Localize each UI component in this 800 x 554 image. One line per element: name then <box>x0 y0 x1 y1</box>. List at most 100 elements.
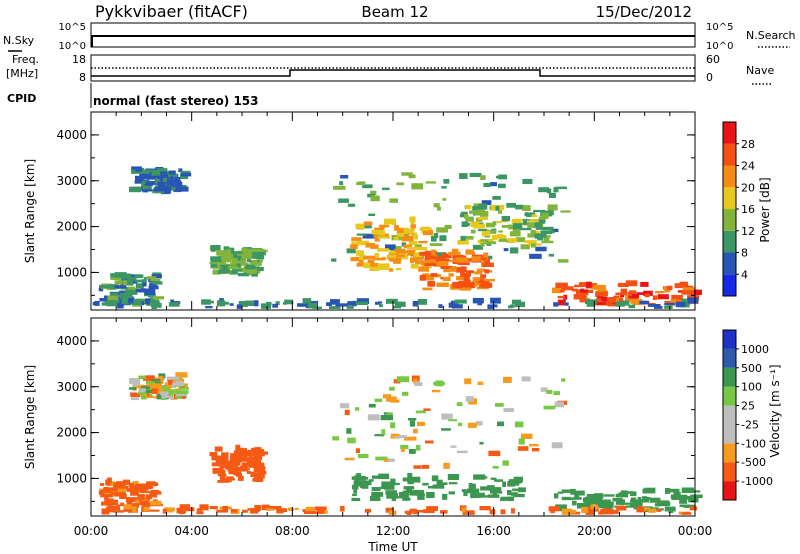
power-cell <box>410 263 419 269</box>
velocity-cell <box>145 502 151 507</box>
velocity-cell <box>681 487 694 493</box>
power-cell <box>620 293 625 298</box>
velocity-cell <box>257 470 267 475</box>
velocity-cell <box>487 494 500 498</box>
velocity-cell <box>149 509 160 512</box>
velocity-panel: 1000 2000 3000 4000 Slant Range [km] 1000 50… <box>23 317 782 517</box>
velocity-cell <box>224 479 232 483</box>
nave-label: Nave <box>746 64 774 77</box>
power-cell <box>356 233 367 236</box>
velocity-region <box>554 487 703 513</box>
power-cell <box>131 287 140 291</box>
velocity-cell <box>572 497 582 500</box>
velocity-cell <box>196 511 204 515</box>
velocity-cell <box>479 441 484 445</box>
velocity-cell <box>609 511 619 514</box>
power-cell <box>238 301 248 307</box>
velocity-cell <box>411 375 420 382</box>
power-cell <box>561 286 574 291</box>
velocity-cell <box>511 508 515 514</box>
power-cell <box>396 232 405 237</box>
power-cell <box>498 174 507 180</box>
power-cell <box>394 225 399 231</box>
power-cell <box>119 290 128 294</box>
velocity-cell <box>669 488 680 493</box>
velocity-cell <box>423 408 431 411</box>
power-cell <box>530 219 539 223</box>
power-cell <box>154 178 162 184</box>
power-cell <box>94 301 100 306</box>
velocity-cell <box>372 475 381 479</box>
power-cell <box>540 230 552 235</box>
power-cell <box>648 304 661 307</box>
velocity-cell <box>586 503 592 508</box>
power-cell <box>664 300 671 305</box>
velocity-cell <box>407 473 413 479</box>
velocity-cell <box>502 460 509 466</box>
velocity-cell <box>688 497 699 503</box>
power-cell <box>550 228 559 233</box>
velocity-cell <box>548 506 560 512</box>
velocity-cell <box>433 381 445 386</box>
velocity-cell <box>432 484 445 489</box>
power-cell <box>429 259 437 263</box>
power-cell <box>123 295 134 299</box>
velocity-cell <box>139 489 147 493</box>
velocity-cell <box>178 387 189 390</box>
power-cell <box>578 282 589 287</box>
velocity-cell <box>616 505 627 511</box>
velocity-colorbar-tick-label: 100 <box>741 381 762 394</box>
power-cell <box>452 254 464 259</box>
velocity-cell <box>402 490 415 494</box>
power-cell <box>217 270 227 274</box>
velocity-cell <box>521 376 531 382</box>
power-cell <box>247 256 251 263</box>
power-cell <box>106 284 119 290</box>
velocity-cell <box>386 458 395 462</box>
power-cell <box>251 252 263 259</box>
power-cell <box>351 237 362 241</box>
power-cell <box>476 268 485 272</box>
velocity-cell <box>247 508 257 511</box>
power-cell <box>388 254 397 259</box>
power-region <box>331 172 571 263</box>
power-cell <box>127 276 137 283</box>
velocity-cell <box>378 473 390 480</box>
power-cell <box>666 285 672 291</box>
power-colorbar-tick-label: 8 <box>741 247 748 260</box>
power-cell <box>146 276 157 280</box>
power-cell <box>161 171 168 174</box>
power-cell <box>499 238 507 242</box>
power-cell <box>403 244 413 249</box>
velocity-cell <box>278 508 287 512</box>
power-cell <box>395 267 402 271</box>
velocity-cell <box>423 509 435 513</box>
velocity-cell <box>448 419 457 422</box>
power-cell <box>231 269 243 272</box>
velocity-cell <box>161 393 169 399</box>
velocity-cell <box>470 493 478 499</box>
power-cell <box>380 233 390 238</box>
power-cell <box>219 260 232 263</box>
velocity-cell <box>380 486 392 490</box>
power-cell <box>442 198 447 201</box>
velocity-cell <box>411 476 421 483</box>
velocity-cell <box>503 376 512 383</box>
power-cell <box>538 187 549 193</box>
velocity-cell <box>650 508 657 512</box>
velocity-cell <box>401 391 409 396</box>
velocity-cell <box>396 376 410 383</box>
velocity-cell <box>132 481 139 486</box>
power-cell <box>496 220 502 224</box>
power-cell <box>241 247 248 253</box>
power-cell <box>370 195 380 202</box>
power-region <box>552 280 702 308</box>
power-cell <box>671 295 683 301</box>
power-cell <box>438 261 449 266</box>
power-cell <box>377 248 389 252</box>
power-cell <box>413 252 422 258</box>
power-cell <box>615 302 625 307</box>
velocity-cell <box>245 465 257 468</box>
power-cell <box>415 259 420 265</box>
power-cell <box>377 263 390 269</box>
